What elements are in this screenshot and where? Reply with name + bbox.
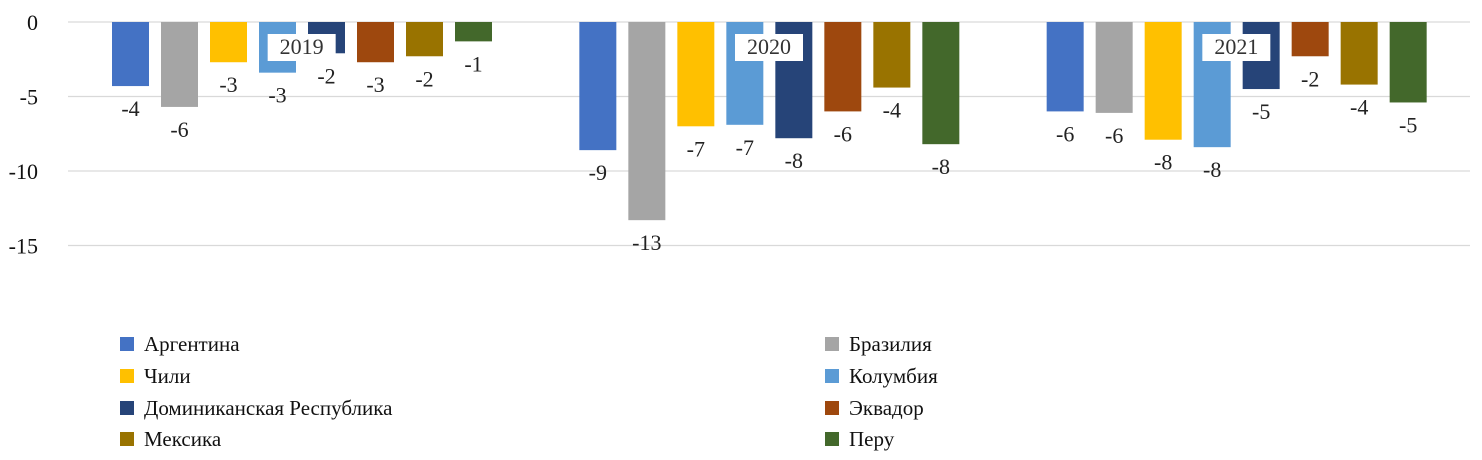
bar	[357, 22, 394, 63]
y-tick-label: -5	[20, 85, 38, 110]
y-tick-label: 0	[27, 10, 38, 35]
data-label: -6	[170, 117, 188, 142]
bar	[873, 22, 911, 88]
y-tick-label: -15	[9, 234, 38, 259]
data-label: -3	[268, 83, 286, 108]
data-label: -2	[317, 63, 335, 88]
data-label: -5	[1252, 99, 1270, 124]
bar	[1340, 22, 1378, 85]
data-label: -3	[366, 72, 384, 97]
data-label: -6	[834, 121, 852, 146]
data-label: -8	[785, 148, 803, 173]
data-label: -9	[589, 160, 607, 185]
bar	[824, 22, 862, 112]
data-label: -5	[1399, 112, 1417, 137]
category-label: 2021	[1214, 34, 1258, 59]
data-label: -4	[1350, 95, 1368, 120]
bar	[1389, 22, 1427, 103]
data-label: -2	[415, 66, 433, 91]
data-label: -4	[121, 96, 139, 121]
bar	[112, 22, 149, 87]
bar	[922, 22, 960, 145]
category-label-background	[1202, 34, 1271, 61]
bar	[1144, 22, 1182, 140]
data-label: -8	[932, 154, 950, 179]
data-label: -3	[219, 72, 237, 97]
bar	[1046, 22, 1084, 112]
bar	[455, 22, 492, 42]
data-label: -4	[883, 98, 901, 123]
bar	[628, 22, 666, 221]
bar	[579, 22, 617, 151]
data-label: -8	[1203, 157, 1221, 182]
category-label-background	[267, 34, 336, 61]
data-label: -7	[736, 135, 754, 160]
data-label: -2	[1301, 66, 1319, 91]
bar	[161, 22, 198, 107]
bar	[1291, 22, 1329, 57]
data-label: -6	[1105, 123, 1123, 148]
category-label: 2019	[280, 34, 324, 59]
data-label: -1	[464, 51, 482, 76]
y-tick-label: -10	[9, 159, 38, 184]
category-label: 2020	[747, 34, 791, 59]
bar	[406, 22, 443, 57]
data-label: -6	[1056, 121, 1074, 146]
bar	[677, 22, 715, 127]
category-label-background	[735, 34, 803, 61]
data-label: -13	[632, 230, 661, 255]
data-label: -8	[1154, 150, 1172, 175]
data-label: -7	[687, 136, 705, 161]
bar	[210, 22, 247, 63]
bar	[1095, 22, 1133, 113]
